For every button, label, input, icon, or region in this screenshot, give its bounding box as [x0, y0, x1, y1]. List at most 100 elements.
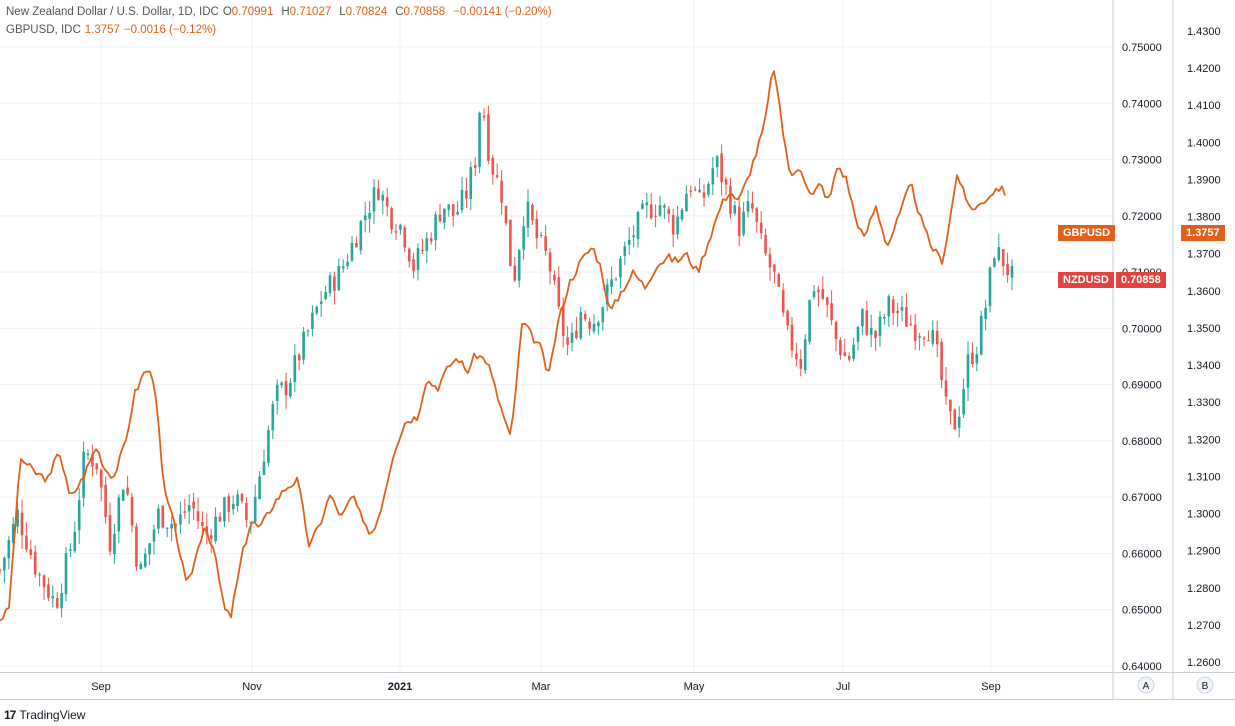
candle-body [99, 469, 103, 488]
candle-body [707, 183, 710, 195]
nzdusd-candle [861, 308, 864, 335]
nzdusd-candle [715, 154, 719, 178]
candle-body [931, 329, 935, 344]
candle-body [588, 321, 591, 329]
candle-body [825, 297, 829, 305]
candle-body [117, 497, 121, 532]
candle-body [509, 219, 512, 267]
scale-b-tick-label: 1.3300 [1187, 397, 1221, 409]
nzdusd-candle [99, 468, 103, 502]
candle-body [874, 330, 877, 339]
nzdusd-candle [73, 521, 77, 554]
nzdusd-candle [874, 329, 877, 351]
nzdusd-candle [289, 378, 292, 399]
nzdusd-candle [350, 235, 354, 262]
candle-body [905, 307, 908, 327]
nzdusd-candle [469, 161, 473, 211]
candle-body [531, 204, 534, 221]
scale-a-button[interactable]: A [1137, 676, 1155, 694]
candle-body [482, 115, 486, 118]
nzdusd-candle [236, 489, 239, 512]
candle-body [966, 354, 970, 388]
candle-body [773, 264, 776, 272]
nzdusd-candle [104, 476, 107, 524]
nzdusd-candle [627, 227, 631, 255]
candle-body [359, 221, 363, 251]
nzdusd-candle [509, 219, 512, 267]
nzdusd-candle [548, 248, 552, 285]
price-scale-b[interactable]: 1.4300 1.4200 1.4100 1.4000 1.3900 1.3800 1.37… [1137, 26, 1221, 694]
nzdusd-candle [355, 236, 358, 248]
candle-body [605, 284, 609, 305]
candle-body [944, 380, 948, 397]
nzdusd-candle [25, 522, 28, 553]
candle-body [957, 416, 961, 428]
nzdusd-candle [253, 484, 257, 524]
nzdusd-candle [869, 314, 873, 348]
nzdusd-candle [3, 556, 6, 583]
tradingview-branding[interactable]: 17 TradingView [4, 708, 85, 722]
nzdusd-candle [773, 264, 776, 284]
nzdusd-candle [368, 201, 371, 233]
candle-body [363, 215, 367, 221]
nzdusd-candle [377, 179, 380, 201]
candle-body [495, 175, 499, 178]
candle-body [522, 226, 525, 250]
nzdusd-candle [328, 271, 332, 297]
nzdusd-candle [381, 190, 385, 215]
candle-body [170, 524, 173, 529]
candle-body [143, 553, 147, 567]
candle-body [187, 505, 191, 512]
candle-body [803, 339, 807, 371]
nzdusd-candle [425, 231, 429, 264]
scale-b-button[interactable]: B [1196, 676, 1214, 694]
candle-body [293, 355, 297, 382]
candle-body [385, 197, 389, 207]
scale-a-tick-label: 0.75000 [1122, 42, 1162, 54]
nzdusd-candle [130, 493, 134, 533]
price-scale-a[interactable]: 0.750000.740000.730000.720000.710000.700… [1122, 42, 1162, 673]
nzdusd-candle [465, 177, 468, 209]
nzdusd-candle [438, 204, 442, 223]
nzdusd-candle [583, 310, 587, 322]
candle-body [693, 189, 697, 191]
high-value: 0.71027 [289, 6, 332, 18]
tradingview-logo-icon: 17 [4, 708, 16, 722]
nzdusd-candle [685, 185, 688, 212]
gbpusd-legend: GBPUSD, IDC 1.3757 −0.0016 (−0.12%) [6, 24, 220, 36]
scale-b-tick-label: 1.4300 [1187, 26, 1221, 38]
nzdusd-candle [214, 507, 217, 544]
nzdusd-candle [443, 208, 446, 230]
candle-body [755, 208, 759, 222]
nzdusd-candle [935, 320, 939, 358]
candle-body [451, 204, 455, 216]
nzdusd-candle [51, 585, 55, 608]
nzdusd-candle [570, 322, 574, 352]
candle-body [284, 381, 288, 396]
candle-body [377, 188, 380, 200]
candle-body [55, 598, 59, 608]
nzdusd-candle [953, 408, 957, 430]
nzdusd-candle [786, 309, 789, 330]
candle-body [649, 204, 653, 219]
candle-body [711, 168, 715, 185]
candle-body [878, 316, 882, 336]
scale-button-circle [1137, 676, 1155, 694]
nzdusd-candle [566, 326, 569, 356]
nzdusd-candle [11, 517, 15, 547]
nzdusd-candle [803, 334, 807, 375]
nzdusd-candle [698, 178, 701, 194]
nzdusd-candle [693, 186, 697, 192]
nzdusd-candle [77, 488, 81, 544]
gbpusd-series-tag: GBPUSD [1058, 225, 1116, 241]
nzdusd-candle [707, 181, 710, 198]
candle-body [302, 331, 305, 360]
gbpusd-last-price-tag: 1.3757 [1181, 225, 1225, 241]
candle-body [267, 430, 270, 464]
candle-body [465, 190, 468, 199]
gbpusd-line [0, 70, 1006, 622]
time-axis[interactable]: Sep Nov 2021 Mar May Jul Sep [91, 681, 1001, 693]
candle-body [843, 352, 847, 357]
candle-body [975, 354, 979, 364]
